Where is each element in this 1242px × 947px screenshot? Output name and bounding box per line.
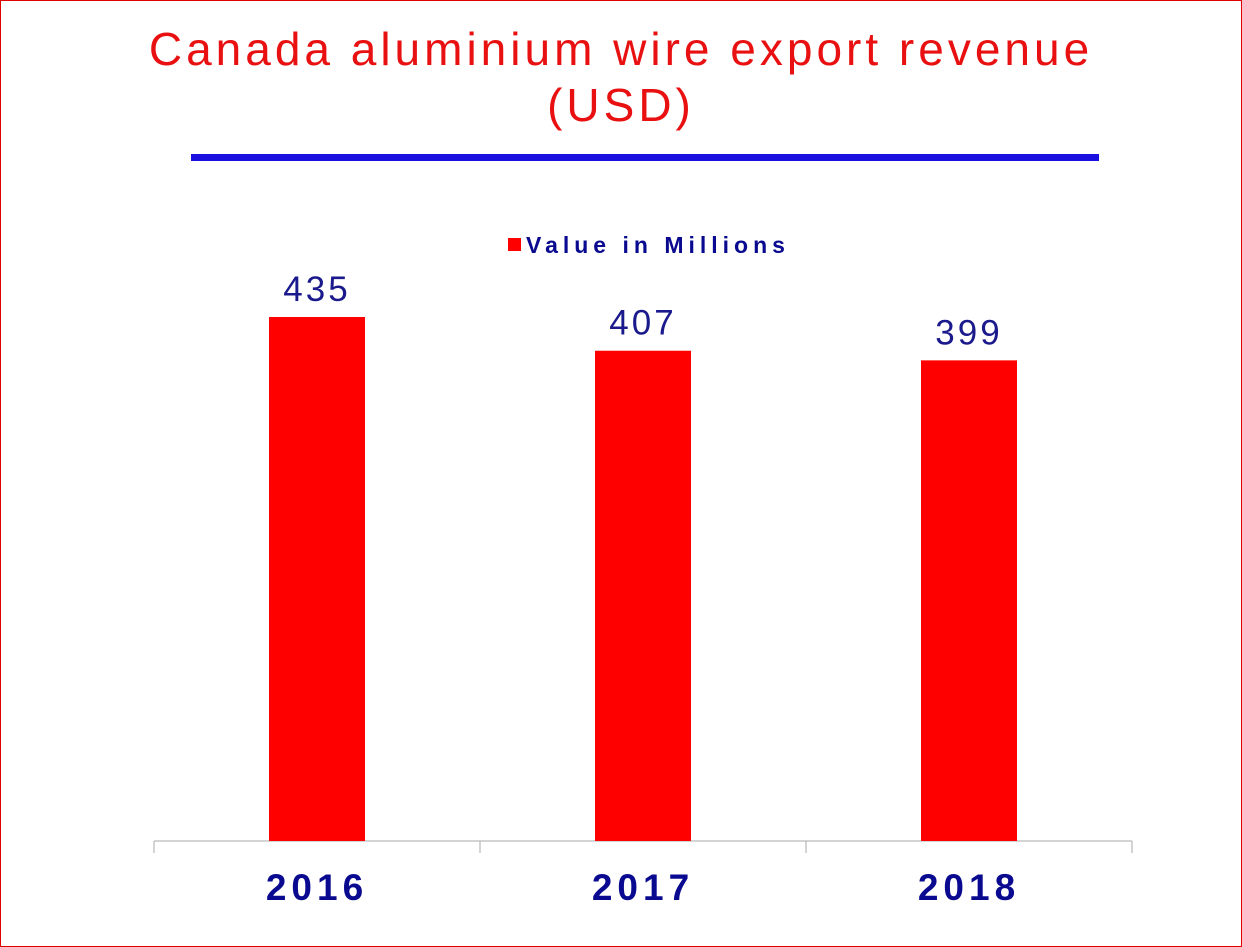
legend-label: Value in Millions [526,232,790,258]
title-underline [191,154,1099,161]
data-label-2017: 407 [609,304,676,343]
bar-2017 [595,350,691,841]
legend-swatch [508,238,521,251]
bar-2018 [921,360,1017,841]
category-label-2016: 2016 [266,867,368,908]
category-label-2018: 2018 [918,867,1020,908]
bar-2016 [269,317,365,841]
category-label-2017: 2017 [592,867,694,908]
data-label-2018: 399 [935,313,1002,352]
chart-title: Canada aluminium wire export revenue (US… [148,23,1094,131]
data-label-2016: 435 [283,270,350,309]
